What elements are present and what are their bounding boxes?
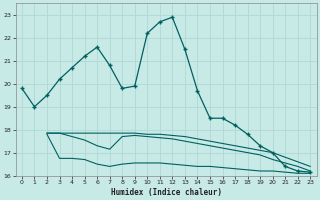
X-axis label: Humidex (Indice chaleur): Humidex (Indice chaleur) <box>111 188 221 197</box>
